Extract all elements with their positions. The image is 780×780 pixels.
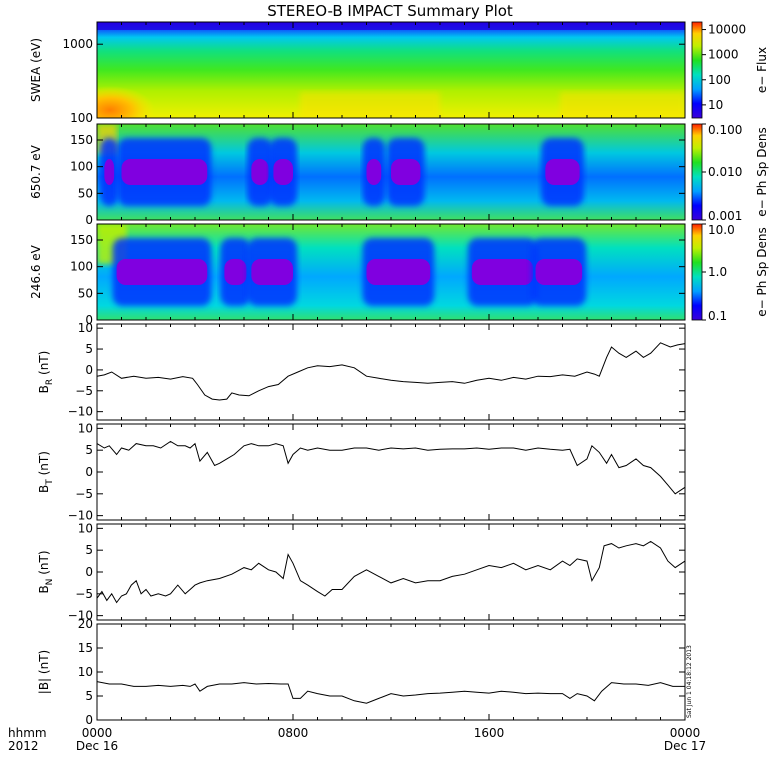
pad246-colorbar-label: e− Ph Sp Dens: [755, 227, 769, 316]
depletion-core: [545, 159, 580, 185]
depletion-core: [535, 259, 583, 285]
depletion-core: [251, 259, 293, 285]
y-tick-label: 150: [70, 233, 93, 247]
depletion-core: [116, 259, 208, 285]
swea-panel: 100 1000 SWEA (eV) 10 100 1000 10000 e− Flux: [29, 21, 769, 125]
y-tick-label: 1000: [62, 37, 93, 51]
bn-panel: −10 −5 0 5 10 BN (nT): [37, 521, 686, 623]
colorbar-tick-label: 10.0: [708, 223, 735, 237]
y-tick-label: 50: [78, 286, 93, 300]
y-tick-label: 10: [78, 521, 93, 535]
depletion-core: [104, 159, 115, 185]
y-tick-label: 5: [85, 342, 93, 356]
bt-ylabel: BT (nT): [37, 451, 55, 493]
y-tick-label: −5: [75, 487, 93, 501]
bmag-ylabel: |B| (nT): [37, 650, 51, 694]
bn-series-line: [96, 540, 686, 604]
y-tick-label: −10: [68, 509, 93, 523]
colorbar-tick-label: 0.100: [708, 123, 742, 137]
colorbar-tick-label: 0.1: [708, 309, 727, 323]
depletion-core: [471, 259, 534, 285]
depletion-core: [121, 159, 208, 185]
colorbar-tick-label: 100: [708, 73, 731, 87]
y-tick-label: −10: [68, 405, 93, 419]
y-tick-label: 0: [85, 713, 93, 727]
timestamp: Sat Jun 1 04:18:12 2013: [686, 645, 693, 718]
colorbar-tick-label: 10: [708, 98, 723, 112]
colorbar-tick-label: 0.010: [708, 165, 742, 179]
bmag-panel: 0 5 10 15 20 |B| (nT) Sat Jun 1 04:18:12 201…: [37, 617, 693, 727]
bmag-series-line: [96, 681, 685, 704]
y-tick-label: 10: [78, 421, 93, 435]
bt-series-line: [96, 440, 686, 495]
pad650-colorbar-label: e− Ph Sp Dens: [755, 127, 769, 216]
depletion-core: [391, 159, 421, 185]
y-tick-label: 15: [78, 641, 93, 655]
br-series-line: [96, 342, 686, 401]
bn-ylabel: BN (nT): [37, 550, 55, 593]
pad650-panel: 0 50 100 150 650.7 eV 0.001 0.010 0.100 e− Ph…: [29, 123, 769, 227]
swea-colorbar: [691, 21, 703, 119]
x-date-label: Dec 16: [76, 739, 118, 753]
y-tick-label: 100: [70, 260, 93, 274]
x-tick-label: 0000: [670, 726, 701, 740]
footer-hhmm: hhmm: [8, 726, 47, 740]
y-tick-label: 20: [78, 617, 93, 631]
y-tick-label: 0: [85, 313, 93, 327]
colorbar-tick-label: 0.001: [708, 209, 742, 223]
y-tick-label: 0: [85, 565, 93, 579]
plot-title: STEREO-B IMPACT Summary Plot: [267, 2, 513, 20]
depletion-core: [366, 159, 382, 185]
swea-colorbar-label: e− Flux: [755, 47, 769, 93]
y-tick-label: 5: [85, 443, 93, 457]
pad246-ylabel: 246.6 eV: [29, 244, 43, 299]
colorbar-tick-label: 10000: [708, 23, 746, 37]
br-ylabel: BR (nT): [37, 351, 55, 394]
y-tick-label: 150: [70, 133, 93, 147]
depletion-core: [251, 159, 269, 185]
x-tick-label: 1600: [474, 726, 505, 740]
y-tick-label: 0: [85, 363, 93, 377]
x-tick-label: 0800: [278, 726, 309, 740]
colorbar-tick-label: 1.0: [708, 265, 727, 279]
bmag-frame: [96, 623, 686, 721]
y-tick-label: 5: [85, 543, 93, 557]
y-tick-label: −5: [75, 384, 93, 398]
footer-year: 2012: [8, 739, 39, 753]
y-tick-label: 10: [78, 321, 93, 335]
x-date-label: Dec 17: [664, 739, 706, 753]
y-tick-label: 100: [70, 160, 93, 174]
colorbar-tick-label: 1000: [708, 48, 739, 62]
br-frame: [96, 323, 686, 421]
pad650-colorbar: [691, 123, 703, 221]
bt-panel: −10 −5 0 5 10 BT (nT): [37, 421, 686, 523]
y-tick-label: 100: [70, 111, 93, 125]
depletion-core: [273, 159, 293, 185]
pad246-colorbar: [691, 223, 703, 321]
y-tick-label: −10: [68, 609, 93, 623]
y-tick-label: 0: [85, 465, 93, 479]
swea-hotspot: [97, 86, 155, 118]
x-tick-label: 0000: [82, 726, 113, 740]
y-tick-label: −5: [75, 587, 93, 601]
y-tick-label: 0: [85, 213, 93, 227]
pad650-ylabel: 650.7 eV: [29, 144, 43, 199]
y-tick-label: 5: [85, 689, 93, 703]
depletion-core: [366, 259, 431, 285]
y-tick-label: 50: [78, 186, 93, 200]
depletion-core: [224, 259, 247, 285]
y-tick-label: 10: [78, 665, 93, 679]
swea-ylabel: SWEA (eV): [29, 38, 43, 102]
bt-frame: [96, 423, 686, 521]
br-panel: −10 −5 0 5 10 BR (nT): [37, 321, 686, 421]
pad246-panel: 0 50 100 150 246.6 eV 0.1 1.0 10.0 e− Ph Sp D…: [29, 223, 769, 327]
